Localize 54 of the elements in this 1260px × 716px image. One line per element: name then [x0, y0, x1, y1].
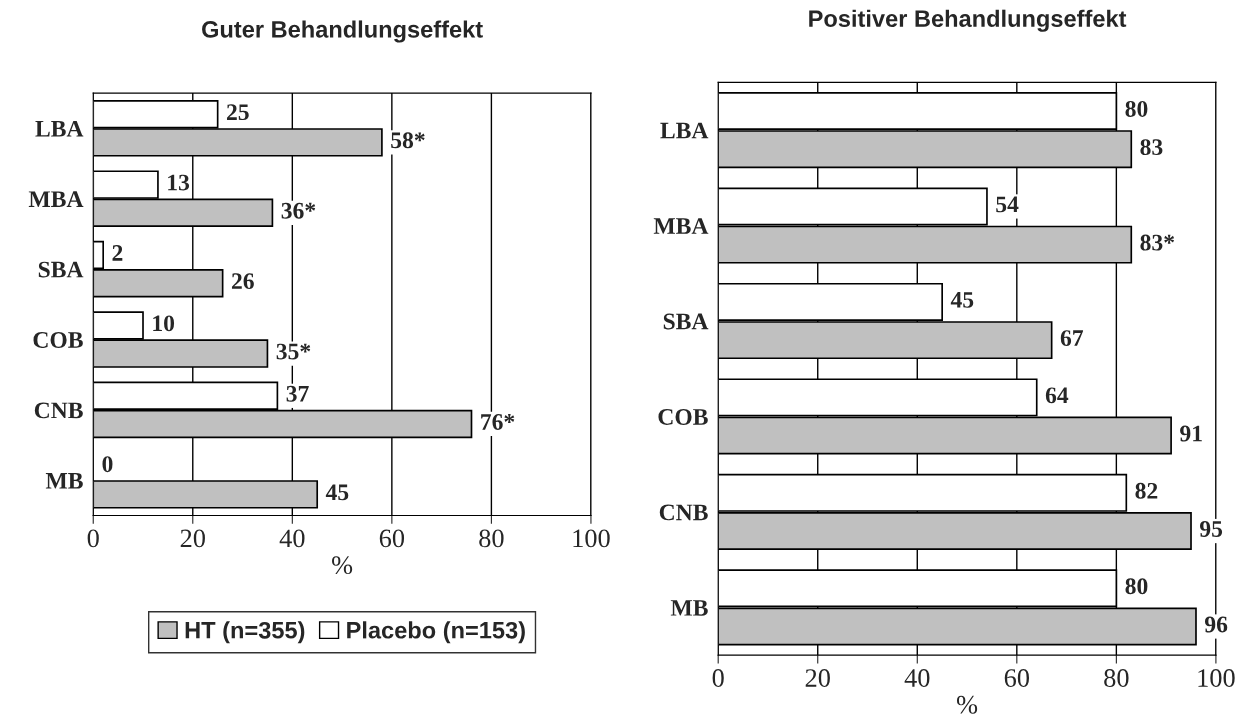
data-label: 80 [1125, 100, 1148, 117]
x-tick-label: 40 [904, 669, 930, 687]
x-axis-title: % [332, 556, 353, 575]
x-axis-title: % [956, 695, 978, 714]
data-label: 13 [168, 174, 190, 191]
y-tick-label: CNB [34, 402, 83, 419]
data-label: 36* [281, 202, 316, 219]
chart-title: Positiver Behandlungseffekt [809, 9, 1127, 32]
x-tick-label: 0 [87, 529, 99, 548]
data-label: 0 [102, 456, 113, 473]
y-tick-label: MB [45, 473, 83, 489]
data-label: 83 [1140, 139, 1163, 156]
data-label: 76* [481, 414, 515, 430]
y-tick-label: SBA [663, 313, 709, 330]
y-tick-label: CNB [659, 504, 708, 521]
y-tick-label: LBA [35, 120, 84, 137]
y-tick-label: COB [658, 409, 708, 425]
data-label: 96 [1204, 616, 1228, 633]
legend-label: Placebo (n=153) [347, 621, 525, 644]
data-label: 26 [231, 273, 254, 290]
x-tick-label: 100 [1198, 669, 1235, 687]
data-label: 64 [1045, 387, 1069, 404]
data-label: 82 [1135, 482, 1158, 499]
x-tick-label: 40 [279, 529, 305, 548]
y-tick-label: MBA [28, 191, 84, 207]
x-tick-label: 0 [712, 669, 724, 687]
data-label: 80 [1125, 578, 1148, 595]
x-tick-label: 60 [1004, 669, 1030, 687]
y-tick-label: SBA [38, 261, 84, 278]
x-tick-label: 80 [479, 529, 504, 548]
x-tick-label: 80 [1104, 669, 1129, 687]
x-tick-label: 100 [573, 529, 610, 548]
data-label: 37 [286, 385, 309, 402]
data-label: 91 [1180, 425, 1202, 442]
x-tick-label: 20 [805, 669, 830, 687]
y-tick-label: MB [670, 600, 708, 616]
x-tick-label: 20 [180, 529, 205, 548]
data-label: 45 [325, 484, 349, 501]
data-label: 67 [1060, 330, 1084, 347]
y-tick-label: LBA [660, 122, 709, 139]
data-label: 10 [153, 315, 175, 332]
x-tick-label: 60 [379, 529, 405, 548]
y-tick-label: COB [33, 332, 83, 348]
data-label: 54 [996, 196, 1019, 213]
data-label: 58* [391, 132, 425, 149]
y-tick-label: MBA [653, 218, 709, 234]
chart-title: Guter Behandlungseffekt [202, 20, 483, 43]
legend-label: HT (n=355) [185, 621, 305, 644]
data-label: 83* [1140, 234, 1175, 251]
data-label: 2 [112, 245, 123, 261]
data-label: 95 [1199, 521, 1223, 537]
data-label: 35* [276, 343, 311, 360]
data-label: 25 [226, 104, 249, 121]
data-label: 45 [950, 292, 974, 308]
